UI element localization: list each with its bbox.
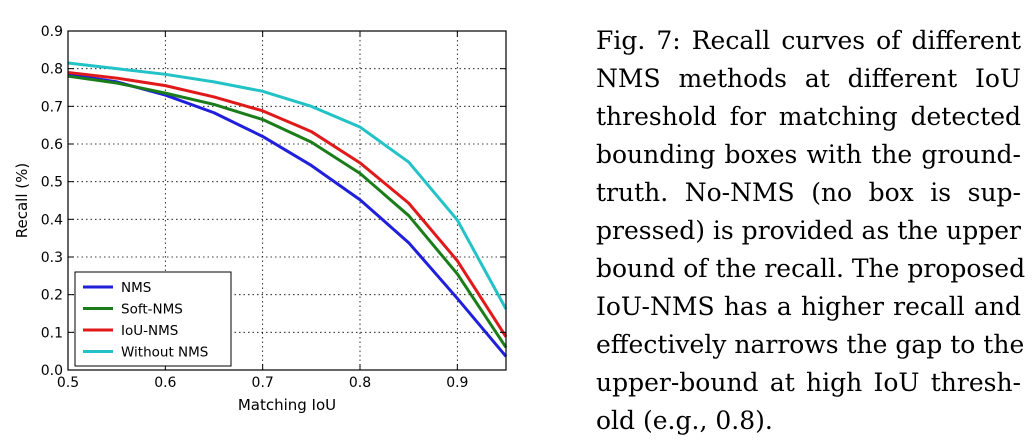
caption-line: pressed) is provided as the upper <box>596 216 1021 245</box>
legend-label: NMS <box>121 280 151 296</box>
x-tick-label: 0.9 <box>446 375 468 391</box>
y-axis-label: Recall (%) <box>13 163 31 238</box>
x-tick-label: 0.8 <box>349 375 371 391</box>
recall-chart: 0.5 0.6 0.7 0.8 0.9 0.0 0.1 0.2 0.3 0.4 0.5 0.6 0.7 0… <box>13 24 508 414</box>
series-line-soft-nms <box>67 74 508 349</box>
x-axis-label: Matching IoU <box>238 396 336 414</box>
caption-line: threshold for matching detected <box>596 102 1021 131</box>
caption-line: Fig. 7: Recall curves of different <box>596 26 1021 55</box>
y-tick-label: 0.1 <box>41 325 63 341</box>
legend-label: IoU-NMS <box>121 323 178 339</box>
caption-line: NMS methods at different IoU <box>596 64 1021 93</box>
y-tick-label: 0.6 <box>41 137 63 153</box>
x-tick-label: 0.6 <box>154 375 176 391</box>
caption-line: IoU-NMS has a higher recall and <box>596 292 1021 321</box>
x-tick-label: 0.7 <box>252 375 274 391</box>
caption-line: effectively narrows the gap to the <box>596 330 1025 359</box>
caption-line: truth. No-NMS (no box is sup- <box>596 178 1021 207</box>
y-tick-label: 0.7 <box>41 99 63 115</box>
y-tick-label: 0.4 <box>41 212 63 228</box>
caption-line: upper-bound at high IoU thresh- <box>596 368 1021 397</box>
caption-line: old (e.g., 0.8). <box>596 406 773 435</box>
plot-frame <box>67 30 507 371</box>
axis-ticks: 0.5 0.6 0.7 0.8 0.9 0.0 0.1 0.2 0.3 0.4 0.5 0.6 0.7 0… <box>41 24 506 391</box>
y-tick-label: 0.3 <box>41 250 63 266</box>
y-tick-label: 0.9 <box>41 24 63 40</box>
series-line-without-nms <box>67 61 508 310</box>
legend-label: Soft-NMS <box>121 302 183 318</box>
legend-label: Without NMS <box>121 345 208 361</box>
series-lines <box>67 61 508 358</box>
legend: NMS Soft-NMS IoU-NMS Without NMS <box>74 271 232 367</box>
x-tick-label: 0.5 <box>57 375 79 391</box>
y-tick-label: 0.5 <box>41 175 63 191</box>
y-tick-label: 0.2 <box>41 288 63 304</box>
y-tick-label: 0.8 <box>41 62 63 78</box>
caption-line: bound of the recall. The proposed <box>596 254 1026 283</box>
caption-line: bounding boxes with the ground- <box>596 140 1021 169</box>
y-tick-label: 0.0 <box>41 363 63 379</box>
figure-caption: Fig. 7: Recall curves of different NMS m… <box>596 22 1026 440</box>
series-line-iou-nms <box>67 70 508 338</box>
